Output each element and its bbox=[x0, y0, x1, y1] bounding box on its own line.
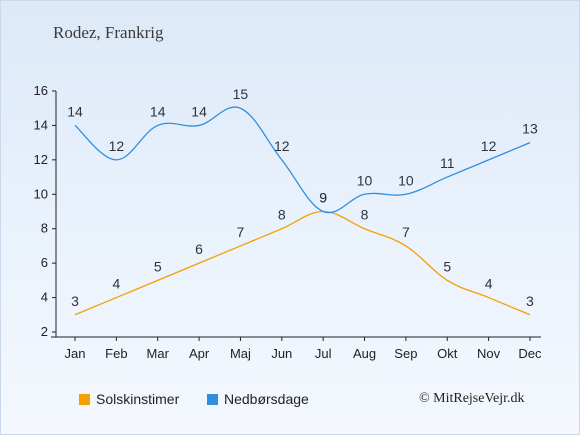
legend-swatch-rain-days bbox=[207, 393, 218, 405]
legend-item-rain-days: Nedbørsdage bbox=[207, 391, 309, 407]
series-line-sunshine bbox=[74, 210, 531, 316]
data-label: 7 bbox=[402, 224, 410, 240]
site-credit: © MitRejseVejr.dk bbox=[419, 391, 525, 406]
x-tick-label: Mar bbox=[147, 346, 170, 361]
data-label: 8 bbox=[361, 207, 369, 223]
axes: 2 4 6 8 10 12 14 16 Jan Feb Mar Apr Maj Jun Jul Aug Sep O… bbox=[34, 83, 542, 361]
data-label: 12 bbox=[274, 138, 290, 154]
legend-label-sunshine: Solskinstimer bbox=[96, 391, 180, 407]
y-tick-label: 12 bbox=[34, 152, 48, 167]
x-tick-label: Nov bbox=[477, 346, 501, 361]
data-label: 12 bbox=[481, 138, 497, 154]
x-tick-label: Feb bbox=[105, 346, 127, 361]
legend-item-sunshine: Solskinstimer bbox=[79, 391, 179, 407]
data-label: 5 bbox=[443, 258, 451, 274]
data-label: 8 bbox=[278, 207, 286, 223]
y-tick-label: 16 bbox=[34, 83, 48, 98]
series-lines bbox=[74, 106, 531, 316]
y-tick-label: 2 bbox=[41, 324, 48, 339]
series-line-rain-days bbox=[74, 106, 531, 214]
y-tick-label: 6 bbox=[41, 255, 48, 270]
y-tick-label: 14 bbox=[34, 117, 48, 132]
data-label: 7 bbox=[237, 224, 245, 240]
x-tick-label: Aug bbox=[353, 346, 376, 361]
x-tick-label: Dec bbox=[518, 346, 542, 361]
x-tick-label: Okt bbox=[437, 346, 458, 361]
data-label: 3 bbox=[71, 293, 79, 309]
x-tick-label: Jan bbox=[65, 346, 86, 361]
data-label: 14 bbox=[67, 103, 83, 119]
y-tick-label: 8 bbox=[41, 221, 48, 236]
chart-title: Rodez, Frankrig bbox=[53, 23, 164, 42]
x-tick-label: Jun bbox=[271, 346, 292, 361]
data-label: 14 bbox=[150, 103, 166, 119]
data-label: 3 bbox=[526, 293, 534, 309]
data-label: 9 bbox=[319, 190, 327, 206]
data-label: 13 bbox=[522, 121, 538, 137]
data-label: 11 bbox=[440, 155, 455, 171]
data-label: 12 bbox=[109, 138, 125, 154]
data-label: 10 bbox=[357, 172, 373, 188]
x-tick-label: Sep bbox=[394, 346, 417, 361]
legend-swatch-sunshine bbox=[79, 393, 90, 405]
data-label: 10 bbox=[398, 172, 414, 188]
data-label: 4 bbox=[112, 276, 120, 292]
x-tick-label: Jul bbox=[315, 346, 332, 361]
x-tick-label: Maj bbox=[230, 346, 251, 361]
data-label: 5 bbox=[154, 258, 162, 274]
legend-label-rain-days: Nedbørsdage bbox=[224, 391, 309, 407]
data-label: 4 bbox=[485, 276, 493, 292]
y-tick-label: 4 bbox=[41, 290, 48, 305]
y-tick-label: 10 bbox=[34, 186, 48, 201]
data-label: 6 bbox=[195, 241, 203, 257]
data-label: 15 bbox=[233, 86, 249, 102]
data-label: 9 bbox=[319, 190, 327, 206]
x-tick-label: Apr bbox=[189, 346, 210, 361]
data-label: 14 bbox=[191, 103, 207, 119]
